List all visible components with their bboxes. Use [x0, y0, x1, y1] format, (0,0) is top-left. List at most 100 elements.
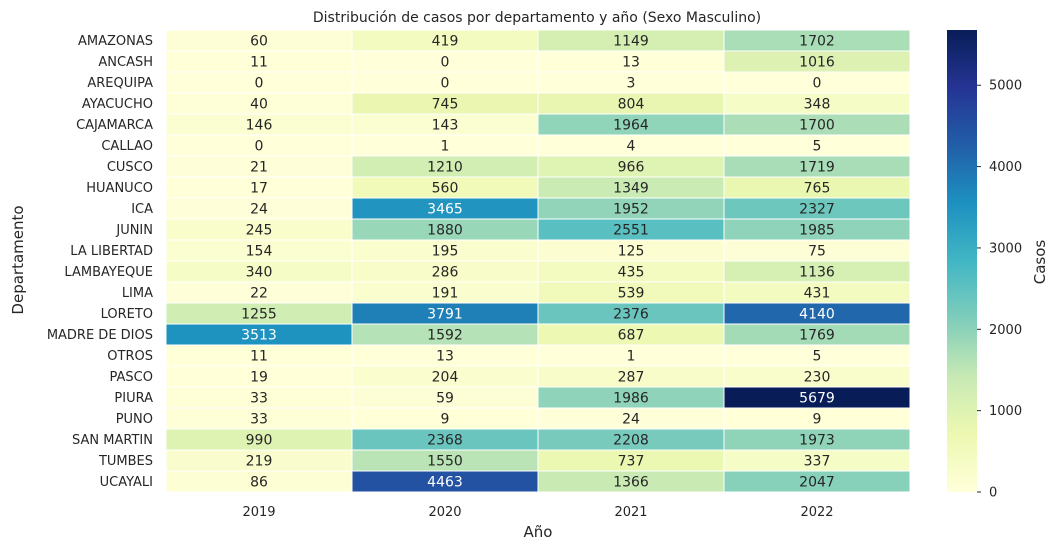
cell-value-label: 24: [250, 202, 268, 218]
cell-value-label: 59: [436, 391, 454, 407]
cell-value-label: 75: [808, 244, 826, 260]
y-tick-label: SAN MARTIN: [72, 433, 153, 448]
cell-value-label: 3513: [241, 328, 277, 344]
cell-value-label: 3465: [427, 202, 463, 218]
cell-value-label: 1769: [799, 328, 835, 344]
cell-value-label: 286: [432, 265, 459, 281]
cell-value-label: 24: [622, 412, 640, 428]
y-tick-label: HUANUCO: [86, 181, 153, 196]
y-tick-label: LIMA: [122, 286, 153, 301]
cell-value-label: 9: [813, 412, 822, 428]
cell-value-label: 245: [246, 223, 273, 239]
cell-value-label: 2327: [799, 202, 835, 218]
cell-value-label: 125: [618, 244, 645, 260]
cell-value-label: 966: [618, 160, 645, 176]
heatmap-cell: [723, 470, 911, 493]
cell-value-label: 0: [255, 139, 264, 155]
colorbar-tick-label: 4000: [989, 160, 1022, 175]
cell-value-label: 1136: [799, 265, 835, 281]
cell-value-label: 2368: [427, 433, 463, 449]
y-tick-label: LAMBAYEQUE: [64, 265, 153, 280]
cell-value-label: 1366: [613, 475, 649, 491]
y-tick-label: AREQUIPA: [87, 76, 153, 91]
cell-value-label: 990: [246, 433, 273, 449]
cell-value-label: 4140: [799, 307, 835, 323]
y-tick-label: TUMBES: [98, 454, 153, 469]
cell-value-label: 1016: [799, 55, 835, 71]
x-axis-label: Año: [524, 523, 553, 541]
cell-value-label: 340: [246, 265, 273, 281]
cell-value-label: 2551: [613, 223, 649, 239]
y-tick-label: JUNIN: [115, 223, 153, 238]
x-tick-label: 2020: [428, 505, 461, 520]
cell-value-label: 11: [250, 55, 268, 71]
y-tick-label: CAJAMARCA: [76, 118, 153, 133]
y-tick-label: MADRE DE DIOS: [47, 328, 153, 343]
colorbar: 0 1000 2000 3000 4000 5000: [947, 30, 1022, 501]
cell-value-label: 1719: [799, 160, 835, 176]
cell-value-label: 195: [432, 244, 459, 260]
colorbar-label: Casos: [1031, 240, 1049, 285]
cell-value-label: 204: [432, 370, 459, 386]
cell-value-label: 3: [627, 76, 636, 92]
colorbar-tick-label: 3000: [989, 241, 1022, 256]
cell-value-label: 19: [250, 370, 268, 386]
cell-value-label: 4463: [427, 475, 463, 491]
cell-value-label: 9: [441, 412, 450, 428]
cell-value-label: 1: [627, 349, 636, 365]
y-tick-label: PASCO: [110, 370, 153, 385]
y-tick-label: CALLAO: [101, 139, 153, 154]
cell-value-label: 22: [250, 286, 268, 302]
cell-value-label: 687: [618, 328, 645, 344]
cell-value-label: 435: [618, 265, 645, 281]
cell-value-label: 5679: [799, 391, 835, 407]
colorbar-tick-label: 2000: [989, 323, 1022, 338]
colorbar-tick-label: 1000: [989, 404, 1022, 419]
y-tick-label: ICA: [131, 202, 153, 217]
colorbar-tick-label: 0: [989, 486, 997, 501]
y-tick-label: AYACUCHO: [82, 97, 153, 112]
cell-value-label: 1700: [799, 118, 835, 134]
x-tick-label: 2021: [614, 505, 647, 520]
y-tick-label: PUNO: [116, 412, 153, 427]
cell-value-label: 0: [441, 76, 450, 92]
y-axis-label: Departamento: [9, 205, 27, 314]
cell-value-label: 86: [250, 475, 268, 491]
cell-value-label: 21: [250, 160, 268, 176]
cell-value-label: 804: [618, 97, 645, 113]
y-tick-label: LORETO: [101, 307, 153, 322]
cell-value-label: 1985: [799, 223, 835, 239]
cell-value-label: 230: [804, 370, 831, 386]
cell-value-label: 17: [250, 181, 268, 197]
cell-value-label: 0: [441, 55, 450, 71]
cell-value-label: 11: [250, 349, 268, 365]
cell-value-label: 1: [441, 139, 450, 155]
cell-value-label: 745: [432, 97, 459, 113]
y-tick-label: UCAYALI: [100, 475, 153, 490]
x-tick-label: 2022: [800, 505, 833, 520]
cell-value-label: 3791: [427, 307, 463, 323]
cell-value-label: 1149: [613, 34, 649, 50]
cell-value-label: 33: [250, 412, 268, 428]
cell-value-label: 1964: [613, 118, 649, 134]
cell-value-label: 1986: [613, 391, 649, 407]
cell-value-label: 1592: [427, 328, 463, 344]
cell-value-label: 287: [618, 370, 645, 386]
cell-value-label: 5: [813, 349, 822, 365]
cell-value-label: 737: [618, 454, 645, 470]
cell-value-label: 1973: [799, 433, 835, 449]
cell-value-label: 13: [622, 55, 640, 71]
x-tick-label: 2019: [242, 505, 275, 520]
cell-value-label: 1952: [613, 202, 649, 218]
cell-value-label: 0: [813, 76, 822, 92]
cell-value-label: 2208: [613, 433, 649, 449]
y-tick-label: PIURA: [114, 391, 153, 406]
cell-value-label: 337: [804, 454, 831, 470]
cell-value-label: 33: [250, 391, 268, 407]
cell-value-label: 1255: [241, 307, 277, 323]
y-tick-label: AMAZONAS: [78, 34, 153, 49]
y-tick-label: OTROS: [107, 349, 153, 364]
cell-value-label: 154: [246, 244, 273, 260]
chart-title: Distribución de casos por departamento y…: [313, 10, 761, 26]
